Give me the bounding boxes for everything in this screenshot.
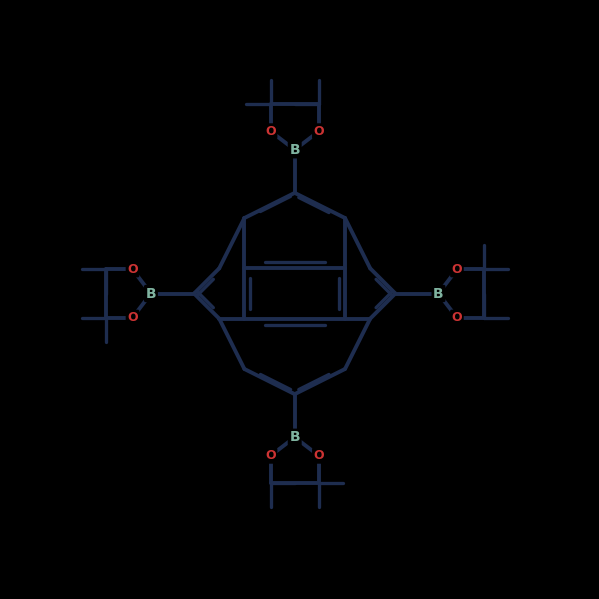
Text: O: O — [265, 449, 276, 462]
Text: O: O — [452, 311, 462, 324]
Text: B: B — [289, 430, 300, 444]
Text: B: B — [433, 286, 444, 301]
Text: B: B — [146, 286, 156, 301]
Text: B: B — [289, 143, 300, 157]
Text: O: O — [127, 263, 138, 276]
Text: O: O — [265, 125, 276, 138]
Text: O: O — [313, 125, 324, 138]
Text: O: O — [452, 263, 462, 276]
Text: O: O — [127, 311, 138, 324]
Text: O: O — [313, 449, 324, 462]
